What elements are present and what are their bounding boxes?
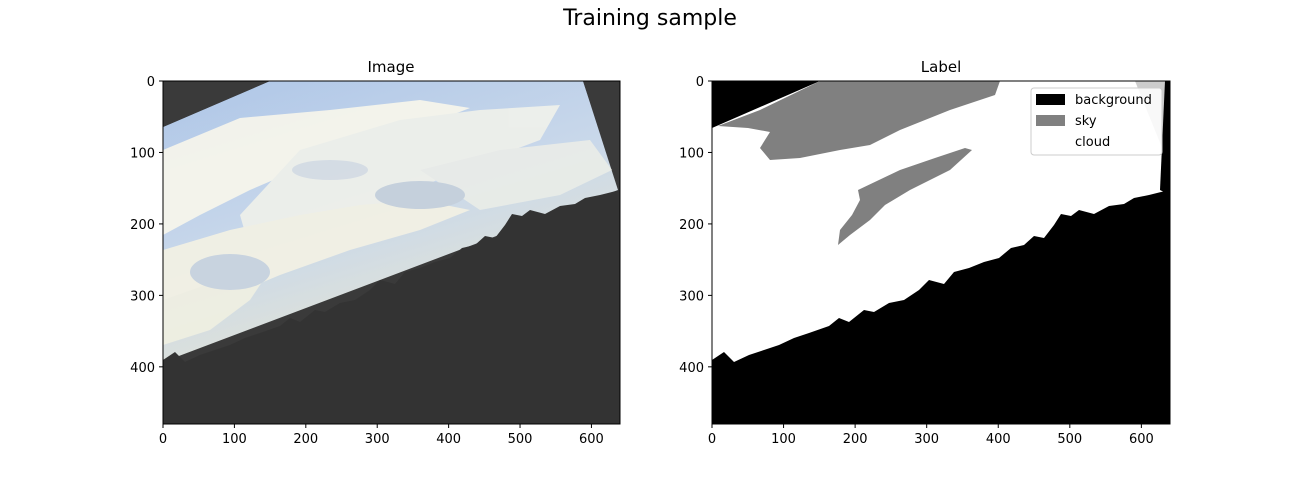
x-tick-label: 0 [708, 432, 716, 447]
corner-wedge-top-right [583, 81, 620, 190]
background-corner-top-right [1160, 81, 1170, 195]
panel-label: Label 0 100 200 300 400 500 600 0 100 200 300 400 b… [679, 58, 1171, 447]
x-tick-label: 400 [436, 432, 461, 447]
y-tick-label: 0 [147, 75, 155, 90]
x-tick-label: 300 [914, 432, 939, 447]
y-tick-label: 300 [679, 289, 704, 304]
x-tick-label: 100 [222, 432, 247, 447]
y-tick-label: 300 [130, 289, 155, 304]
x-tick-label: 400 [986, 432, 1011, 447]
x-tick-label: 200 [293, 432, 318, 447]
y-tick-label: 200 [679, 218, 704, 233]
y-tick-label: 400 [679, 361, 704, 376]
background-corner-top-left [712, 81, 820, 128]
x-tick-label: 0 [159, 432, 167, 447]
axes-frame-label [711, 80, 1171, 425]
legend-swatch-sky [1036, 115, 1065, 126]
legend-swatch-cloud [1036, 136, 1065, 147]
legend-label-background: background [1075, 93, 1152, 108]
y-tick-label: 0 [696, 75, 704, 90]
y-tick-label: 100 [679, 146, 704, 161]
corner-wedge-top-left [163, 81, 270, 127]
legend-swatch-background [1036, 94, 1065, 105]
x-tick-label: 100 [771, 432, 796, 447]
x-tick-label: 500 [508, 432, 533, 447]
y-tick-label: 200 [130, 218, 155, 233]
panel-label-title: Label [921, 58, 961, 76]
axes-frame-image [162, 80, 621, 425]
figure-title: Training sample [563, 6, 737, 31]
x-tick-label: 600 [579, 432, 604, 447]
ticks-label: 0 100 200 300 400 500 600 0 100 200 300 400 [679, 75, 1154, 447]
x-tick-label: 300 [365, 432, 390, 447]
cloud-streaks [163, 100, 612, 345]
y-tick-label: 400 [130, 361, 155, 376]
x-tick-label: 600 [1129, 432, 1154, 447]
legend: background sky cloud [1030, 87, 1163, 156]
legend-label-sky: sky [1075, 114, 1097, 129]
sky-class-patch [838, 148, 972, 245]
legend-label-cloud: cloud [1075, 135, 1110, 150]
x-tick-label: 200 [843, 432, 868, 447]
ground-silhouette [163, 190, 620, 424]
photo-image [163, 81, 620, 424]
y-tick-label: 100 [130, 146, 155, 161]
ticks-image: 0 100 200 300 400 500 600 0 100 200 300 400 [130, 75, 604, 447]
x-tick-label: 500 [1057, 432, 1082, 447]
background-class-region [712, 190, 1170, 424]
panel-image-title: Image [368, 58, 415, 76]
sky-class-region [718, 81, 1000, 160]
